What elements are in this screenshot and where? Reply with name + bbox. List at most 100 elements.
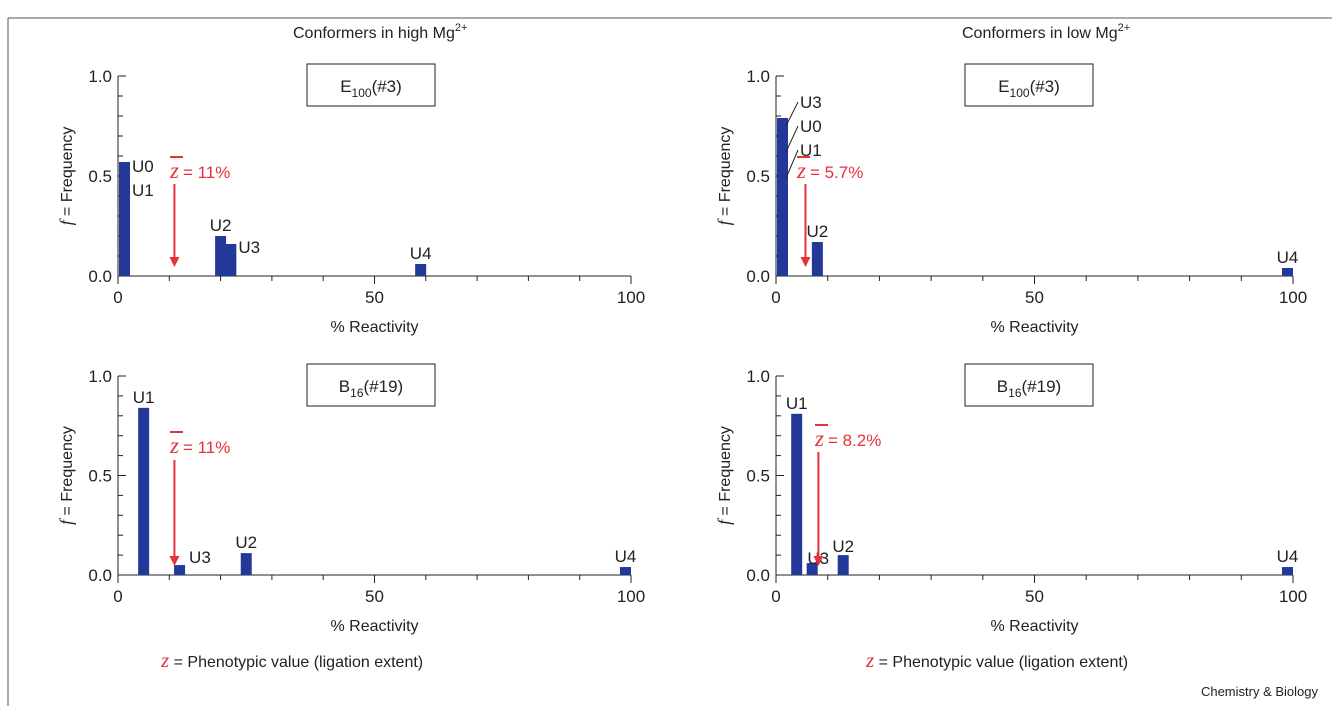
y-tick-label: 0.5: [746, 167, 770, 186]
y-axis-symbol: f: [714, 517, 734, 525]
y-axis-symbol: f: [56, 217, 76, 225]
caption-right: z = Phenotypic value (ligation extent): [865, 648, 1128, 672]
bar-label: U2: [832, 537, 854, 556]
mean-z-label: z = 8.2%: [814, 426, 881, 451]
label-leader-line: [785, 101, 799, 127]
z-bar-symbol: z: [814, 426, 824, 451]
title-high-mg: Conformers in high Mg2+: [293, 22, 467, 42]
x-axis-label: % Reactivity: [330, 319, 418, 336]
mean-z-label: z = 11%: [169, 433, 230, 458]
z-bar-value: = 11%: [183, 163, 230, 182]
bar-label: U3: [238, 238, 260, 257]
bar: [1282, 268, 1293, 276]
x-tick-label: 0: [113, 587, 122, 606]
bar-label: U0: [800, 117, 822, 136]
construct-label-box: [306, 363, 436, 407]
bar-label: U1: [786, 394, 808, 413]
y-tick-label: 0.5: [88, 467, 112, 486]
bar-label: U3: [189, 548, 211, 567]
title-low-mg: Conformers in low Mg2+: [962, 22, 1130, 42]
x-axis-label: % Reactivity: [990, 618, 1078, 635]
x-tick-label: 0: [113, 288, 122, 307]
x-tick-label: 0: [771, 587, 780, 606]
construct-label: E100(#3): [340, 77, 402, 100]
x-tick-label: 100: [1279, 288, 1307, 307]
construct-label-box: [306, 63, 436, 107]
y-tick-label: 1.0: [88, 367, 112, 386]
y-axis-label: f = Frequency: [56, 426, 76, 525]
x-tick-label: 100: [1279, 587, 1307, 606]
y-tick-label: 0.5: [88, 167, 112, 186]
bar: [1282, 567, 1293, 575]
mean-z-label: z = 5.7%: [796, 158, 863, 183]
y-tick-label: 0.5: [746, 467, 770, 486]
bar: [215, 236, 227, 276]
chart-panel-high-E100: 0.0 0.5 1.0 0 50 100 % Reactivity f = Frequency…: [56, 63, 645, 336]
bar: [119, 162, 130, 276]
x-tick-label: 100: [617, 288, 645, 307]
bar-label: U4: [1277, 547, 1299, 566]
bar: [138, 407, 150, 575]
bar-label: U1: [132, 181, 154, 200]
construct-label-box: [964, 363, 1094, 407]
z-bar-symbol: z: [169, 433, 179, 458]
bar: [174, 565, 186, 575]
bar: [415, 264, 427, 276]
y-tick-label: 0.0: [88, 267, 112, 286]
y-axis-text: = Frequency: [717, 426, 734, 520]
x-axis-label: % Reactivity: [330, 618, 418, 635]
bar: [811, 242, 823, 276]
bar: [225, 244, 237, 276]
y-axis-symbol: f: [714, 217, 734, 225]
construct-label: E100(#3): [998, 77, 1060, 100]
z-symbol: z: [865, 648, 874, 672]
bar-label: U4: [1277, 248, 1299, 267]
label-leader-line: [785, 149, 799, 179]
bar: [240, 553, 252, 575]
construct-label: B16(#19): [339, 377, 403, 400]
construct-label: B16(#19): [997, 377, 1061, 400]
x-tick-label: 0: [771, 288, 780, 307]
bar-label: U1: [133, 388, 155, 407]
bar-label: U3: [800, 93, 822, 112]
bar: [791, 413, 803, 575]
z-bar-symbol: z: [169, 158, 179, 183]
chart-panel-low-E100: 0.0 0.5 1.0 0 50 100 % Reactivity f = Frequency…: [714, 63, 1307, 336]
y-axis-text: = Frequency: [717, 127, 734, 221]
bar: [777, 118, 788, 276]
z-bar-symbol: z: [796, 158, 806, 183]
y-axis-label: f = Frequency: [714, 426, 734, 525]
x-tick-label: 50: [1025, 288, 1044, 307]
bar-label: U4: [410, 244, 432, 263]
journal-credit: Chemistry & Biology: [1200, 684, 1318, 699]
y-tick-label: 1.0: [746, 367, 770, 386]
bar-label: U4: [615, 547, 637, 566]
y-tick-label: 1.0: [746, 67, 770, 86]
mean-z-label: z = 11%: [169, 158, 230, 183]
bar: [620, 567, 631, 575]
y-axis-label: f = Frequency: [714, 127, 734, 226]
bar: [837, 555, 849, 575]
y-tick-label: 0.0: [746, 267, 770, 286]
construct-label-box: [964, 63, 1094, 107]
y-axis-text: = Frequency: [59, 426, 76, 520]
y-tick-label: 0.0: [88, 566, 112, 585]
label-leader-line: [785, 125, 799, 153]
z-bar-value: = 5.7%: [810, 163, 863, 182]
chart-panel-low-B16: 0.0 0.5 1.0 0 50 100 % Reactivity f = Frequency…: [714, 363, 1307, 635]
z-bar-value: = 11%: [183, 438, 230, 457]
z-symbol: z: [160, 648, 169, 672]
x-tick-label: 100: [617, 587, 645, 606]
bar-label: U1: [800, 141, 822, 160]
x-tick-label: 50: [365, 587, 384, 606]
bar-label: U2: [210, 216, 232, 235]
y-axis-text: = Frequency: [59, 127, 76, 221]
y-axis-label: f = Frequency: [56, 127, 76, 226]
bar: [806, 563, 818, 575]
x-tick-label: 50: [365, 288, 384, 307]
caption-left: z = Phenotypic value (ligation extent): [160, 648, 423, 672]
y-tick-label: 1.0: [88, 67, 112, 86]
y-tick-label: 0.0: [746, 566, 770, 585]
y-axis-symbol: f: [56, 517, 76, 525]
